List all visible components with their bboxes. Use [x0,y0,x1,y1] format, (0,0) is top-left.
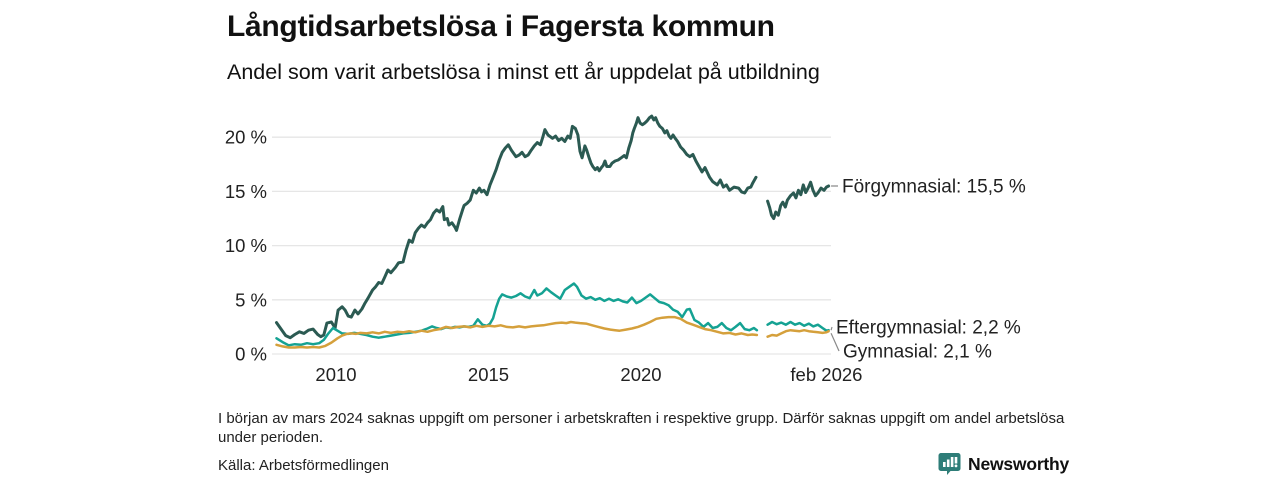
newsworthy-logo: Newsworthy [938,452,1069,476]
x-axis-tick-label: 2010 [315,364,356,385]
x-axis-tick-label: feb 2026 [790,364,862,385]
brand-name: Newsworthy [968,453,1070,474]
y-axis-tick-label: 15 % [225,181,267,202]
x-axis-tick-label: 2015 [468,364,509,385]
footnote: I början av mars 2024 saknas uppgift om … [218,410,1065,446]
y-axis-tick-label: 5 % [235,289,267,310]
series-line-eftergymnasial [766,320,830,332]
chart-subtitle: Andel som varit arbetslösa i minst ett å… [227,60,820,84]
series-line-eftergymnasial [275,282,759,347]
end-label-eftergymnasial: Eftergymnasial: 2,2 % [836,318,1021,339]
series-line-förgymnasial [275,114,758,340]
end-label-gymnasial: Gymnasial: 2,1 % [843,342,992,363]
source-label: Källa: Arbetsförmedlingen [218,457,389,474]
series-line-förgymnasial [766,180,831,220]
series-line-gymnasial [766,328,830,338]
x-axis-tick-label: 2020 [620,364,661,385]
label-leader-line [830,332,840,352]
series-line-gymnasial [275,315,759,349]
bar-chart-speech-bubble-icon [938,453,961,475]
y-axis-tick-label: 20 % [225,127,267,148]
end-label-förgymnasial: Förgymnasial: 15,5 % [842,177,1026,198]
y-axis-tick-label: 10 % [225,235,267,256]
label-leader-line [830,326,833,331]
chart-title: Långtidsarbetslösa i Fagersta kommun [227,10,775,43]
y-axis-tick-label: 0 % [235,344,267,365]
